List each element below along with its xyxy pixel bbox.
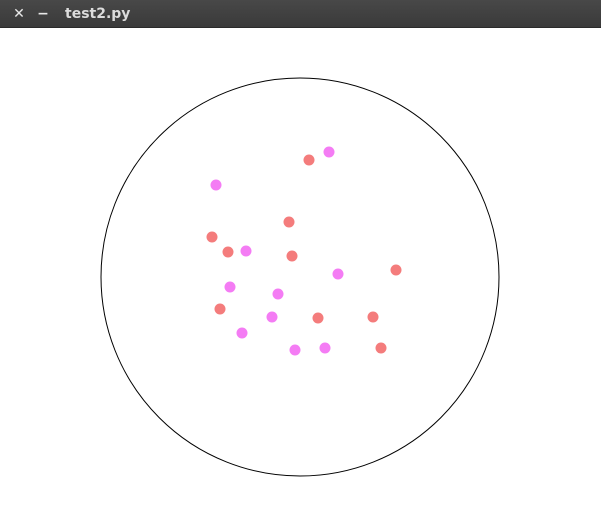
- pink-dot: [236, 327, 248, 339]
- red-dot: [286, 250, 298, 262]
- title-bar: ✕ − test2.py: [0, 0, 601, 28]
- pink-dot: [224, 281, 236, 293]
- boundary-circle: [100, 77, 500, 477]
- close-icon[interactable]: ✕: [13, 6, 25, 22]
- red-dot: [367, 311, 379, 323]
- canvas-svg: [100, 77, 500, 477]
- red-dot: [206, 231, 218, 243]
- red-dot: [390, 264, 402, 276]
- red-dot: [222, 246, 234, 258]
- red-dot: [312, 312, 324, 324]
- pink-dot: [289, 344, 301, 356]
- drawing-canvas: [0, 28, 601, 527]
- window-title: test2.py: [65, 6, 131, 22]
- pink-dot: [210, 179, 222, 191]
- pink-dot: [272, 288, 284, 300]
- dots-group: [206, 146, 402, 356]
- pink-dot: [240, 245, 252, 257]
- red-dot: [214, 303, 226, 315]
- minimize-icon[interactable]: −: [37, 6, 49, 22]
- pink-dot: [319, 342, 331, 354]
- red-dot: [283, 216, 295, 228]
- pink-dot: [323, 146, 335, 158]
- pink-dot: [266, 311, 278, 323]
- red-dot: [303, 154, 315, 166]
- red-dot: [375, 342, 387, 354]
- pink-dot: [332, 268, 344, 280]
